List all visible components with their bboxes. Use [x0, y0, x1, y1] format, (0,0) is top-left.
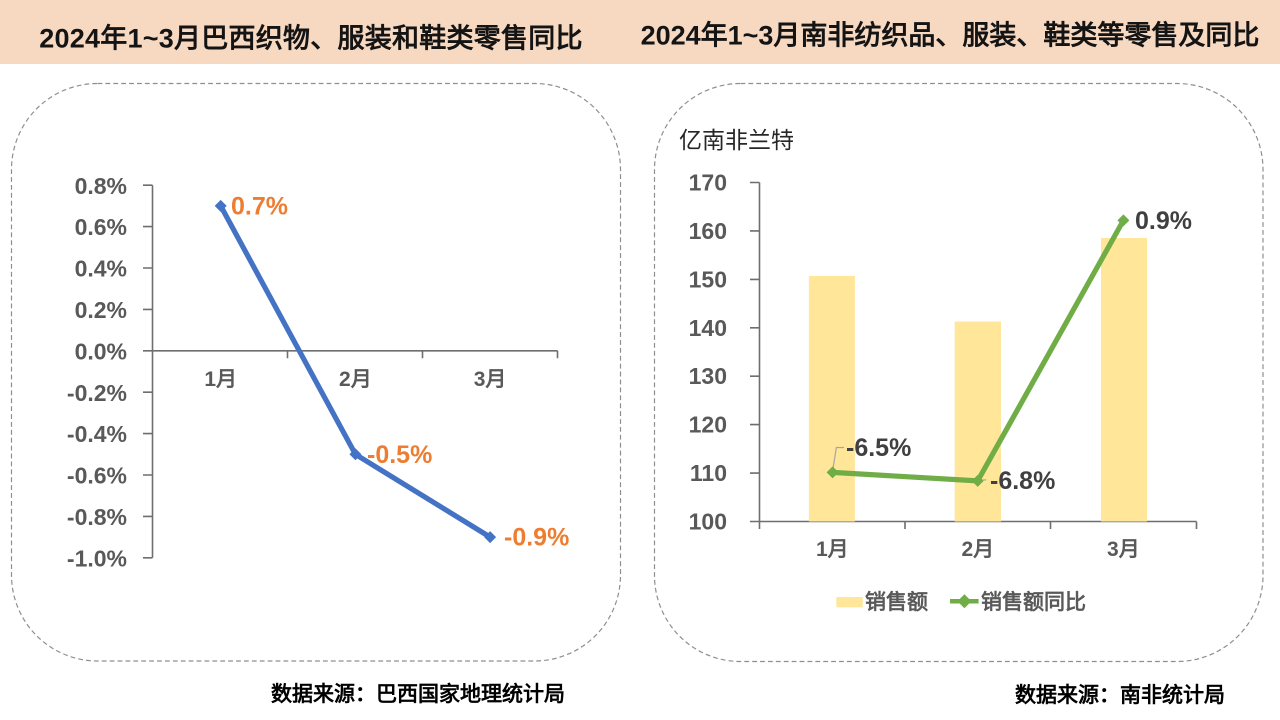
svg-text:160: 160 — [689, 218, 727, 244]
svg-text:110: 110 — [690, 460, 727, 486]
svg-text:-6.8%: -6.8% — [990, 467, 1055, 495]
svg-text:亿南非兰特: 亿南非兰特 — [679, 127, 794, 153]
svg-text:0.0%: 0.0% — [75, 338, 127, 364]
svg-text:-0.6%: -0.6% — [67, 463, 127, 489]
svg-text:120: 120 — [689, 412, 727, 438]
svg-text:100: 100 — [689, 509, 727, 535]
svg-text:0.4%: 0.4% — [75, 256, 127, 282]
svg-text:0.7%: 0.7% — [231, 193, 288, 221]
svg-text:-0.4%: -0.4% — [67, 421, 127, 447]
svg-text:3月: 3月 — [474, 368, 507, 391]
svg-text:0.8%: 0.8% — [75, 173, 127, 199]
svg-text:-0.8%: -0.8% — [67, 504, 127, 530]
svg-text:-0.9%: -0.9% — [504, 524, 569, 552]
svg-text:2月: 2月 — [961, 538, 994, 561]
svg-text:3月: 3月 — [1107, 538, 1140, 561]
svg-text:-0.5%: -0.5% — [367, 441, 432, 469]
svg-text:-1.0%: -1.0% — [67, 545, 127, 571]
svg-text:170: 170 — [689, 170, 727, 196]
svg-text:销售额同比: 销售额同比 — [981, 590, 1086, 614]
svg-text:140: 140 — [689, 315, 727, 341]
svg-text:-6.5%: -6.5% — [846, 434, 911, 462]
svg-text:150: 150 — [689, 266, 727, 292]
svg-text:130: 130 — [689, 363, 727, 389]
svg-text:0.6%: 0.6% — [75, 214, 127, 240]
svg-text:2月: 2月 — [339, 368, 372, 391]
svg-text:-0.2%: -0.2% — [67, 380, 127, 406]
svg-text:0.2%: 0.2% — [75, 297, 127, 323]
svg-text:0.9%: 0.9% — [1135, 207, 1192, 235]
svg-text:1月: 1月 — [204, 368, 237, 391]
svg-text:销售额: 销售额 — [865, 590, 928, 614]
svg-text:1月: 1月 — [816, 538, 849, 561]
